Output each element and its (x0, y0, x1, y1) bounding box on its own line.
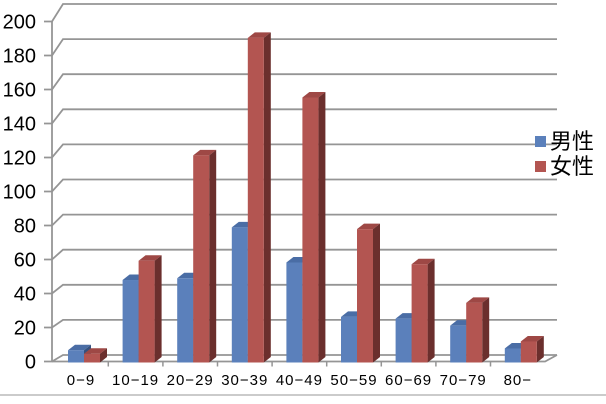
bar-female-70−79 (466, 297, 490, 363)
y-tick-label: 80 (14, 216, 36, 238)
y-tick-label: 20 (14, 318, 36, 340)
x-tick-label: 80− (504, 372, 532, 389)
bar-female-60−69 (411, 258, 435, 363)
x-tick-label: 10−19 (112, 372, 159, 389)
x-tick-label: 50−59 (330, 372, 377, 389)
bars (68, 32, 544, 363)
x-tick-label: 70−79 (440, 372, 487, 389)
male-series-swatch (535, 136, 546, 147)
bar-female-40−49 (302, 91, 326, 363)
bar-female-50−59 (357, 223, 380, 363)
y-tick-label: 200 (3, 12, 36, 34)
bar-female-10−19 (138, 255, 162, 363)
x-tick-label: 20−29 (167, 372, 214, 389)
y-tick-label: 160 (3, 80, 36, 102)
male-series-label: 男性 (550, 129, 595, 154)
y-tick-label: 180 (3, 46, 36, 68)
y-tick-label: 0 (25, 352, 36, 374)
gridline-120 (44, 143, 557, 159)
gridline-140 (44, 108, 557, 125)
y-tick-label: 100 (3, 182, 36, 204)
female-series-label: 女性 (550, 154, 595, 179)
gridline-200 (44, 3, 557, 23)
bar-female-80− (520, 335, 544, 363)
y-tick-label: 140 (3, 114, 36, 136)
bar-female-0−9 (84, 348, 107, 363)
gridline-100 (44, 178, 557, 193)
bar-female-30−39 (247, 32, 271, 363)
y-tick-label: 40 (14, 284, 36, 306)
gridline-180 (44, 38, 557, 57)
bar-female-20−29 (193, 149, 217, 363)
legend-item-female: 女性 (535, 154, 594, 179)
y-axis-labels: 0 20 40 60 80 100 120 140 160 180 200 (3, 12, 36, 374)
female-series-swatch (535, 161, 546, 172)
bottom-separator-line (0, 394, 606, 396)
y-tick-label: 60 (14, 250, 36, 272)
x-tick-label: 60−69 (385, 372, 432, 389)
x-tick-label: 40−49 (276, 372, 323, 389)
x-tick-label: 0−9 (67, 372, 95, 389)
x-axis-labels: 0−9 10−19 20−29 30−39 40−49 50−59 60−69 70−79 80… (67, 372, 532, 389)
gridline-80 (44, 213, 557, 227)
y-tick-label: 120 (3, 148, 36, 170)
x-tick-label: 30−39 (221, 372, 268, 389)
legend-item-male: 男性 (535, 129, 594, 154)
gridlines (44, 3, 558, 367)
x-axis-line (52, 354, 558, 363)
chart-legend: 男性 女性 (535, 129, 594, 179)
gridline-160 (44, 73, 557, 91)
